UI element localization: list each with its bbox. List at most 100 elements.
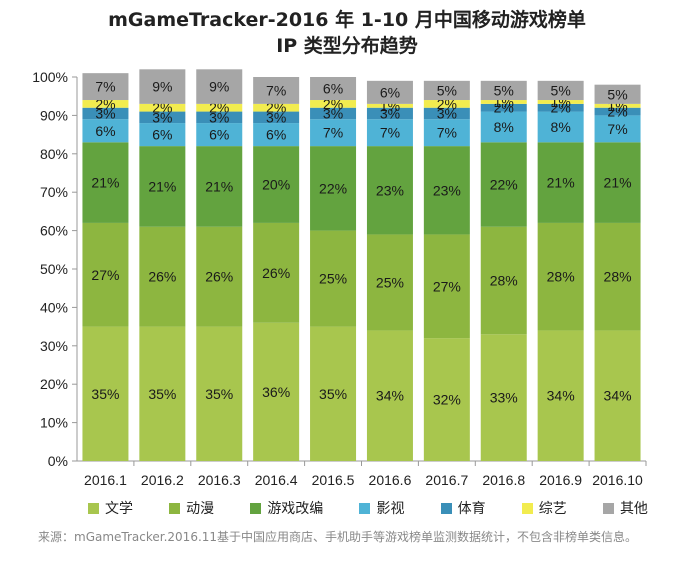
legend-swatch [169, 502, 181, 514]
x-tick-label: 2016.4 [255, 472, 298, 488]
data-label: 34% [376, 388, 404, 404]
y-tick-label: 20% [40, 376, 68, 392]
legend-label: 其他 [619, 501, 648, 517]
bar-segment [196, 111, 243, 124]
legend-label: 综艺 [538, 501, 567, 517]
bar-segment [82, 222, 129, 327]
bar-segment [480, 226, 527, 335]
y-tick-label: 70% [40, 184, 68, 200]
data-label: 25% [319, 271, 347, 287]
bar-segment [480, 142, 527, 227]
bar-segment [196, 69, 243, 104]
bar-segment [196, 123, 243, 147]
data-label: 5% [607, 86, 627, 102]
bar-segment [480, 103, 527, 112]
data-label: 7% [95, 79, 115, 95]
data-label: 36% [262, 384, 290, 400]
data-label: 3% [266, 109, 286, 125]
x-tick-label: 2016.6 [369, 472, 412, 488]
data-label: 21% [91, 175, 119, 191]
bar-segment [480, 111, 527, 143]
bar-segment [253, 77, 300, 104]
data-label: 6% [380, 84, 400, 100]
bar-segment [537, 111, 584, 143]
data-label: 3% [437, 105, 457, 121]
chart-title: mGameTracker-2016 年 1-10 月中国移动游戏榜单 [108, 9, 586, 31]
data-label: 33% [490, 390, 518, 406]
legend-item: 影视 [359, 498, 404, 518]
bar-segment [480, 80, 527, 101]
data-label: 21% [205, 178, 233, 194]
data-label: 21% [148, 178, 176, 194]
bar-segment [366, 234, 413, 331]
data-label: 5% [494, 82, 514, 98]
data-label: 8% [551, 119, 571, 135]
bar-segment [253, 222, 300, 323]
bar-segment [310, 100, 357, 108]
y-tick-label: 10% [40, 415, 68, 431]
data-label: 3% [380, 105, 400, 121]
bar-segment [196, 226, 243, 327]
data-label: 26% [148, 269, 176, 285]
bar-segment [423, 100, 470, 108]
bar-segment [537, 330, 584, 461]
bar-segment [537, 222, 584, 331]
data-label: 23% [433, 182, 461, 198]
data-label: 7% [437, 125, 457, 141]
bar-segment [366, 119, 413, 147]
bar-segment [366, 103, 413, 108]
bar-segment [139, 326, 186, 461]
legend-swatch [521, 502, 533, 514]
bar-segment [366, 330, 413, 461]
bar-segment [139, 146, 186, 227]
data-label: 3% [209, 109, 229, 125]
data-label: 5% [551, 82, 571, 98]
x-tick-label: 2016.5 [312, 472, 355, 488]
bar-segment [423, 338, 470, 461]
bar-segment [366, 146, 413, 235]
data-label: 27% [91, 267, 119, 283]
bar-segment [423, 146, 470, 235]
bar-segment [253, 146, 300, 223]
legend-label: 动漫 [186, 501, 215, 517]
data-label: 7% [607, 121, 627, 137]
bar-segment [366, 80, 413, 104]
data-label: 3% [323, 105, 343, 121]
data-label: 34% [547, 388, 575, 404]
bar-segment [82, 119, 129, 143]
data-label: 9% [152, 79, 172, 95]
data-label: 6% [209, 127, 229, 143]
data-label: 28% [490, 273, 518, 289]
data-label: 7% [266, 82, 286, 98]
bar-segment [423, 107, 470, 120]
y-tick-label: 0% [48, 453, 68, 469]
x-tick-label: 2016.7 [425, 472, 468, 488]
data-label: 6% [152, 127, 172, 143]
y-tick-label: 100% [32, 69, 68, 85]
data-label: 25% [376, 274, 404, 290]
bar-segment [594, 142, 641, 223]
x-tick-label: 2016.2 [141, 472, 184, 488]
data-label: 26% [262, 265, 290, 281]
data-label: 35% [319, 386, 347, 402]
x-tick-label: 2016.8 [482, 472, 525, 488]
legend-swatch [602, 502, 614, 514]
bar-segment [310, 77, 357, 101]
bar-segment [196, 146, 243, 227]
legend-swatch [250, 502, 262, 514]
legend-item: 文学 [88, 498, 133, 518]
bar-segment [253, 111, 300, 124]
data-label: 23% [376, 182, 404, 198]
data-label: 3% [95, 105, 115, 121]
bar-segment [310, 230, 357, 327]
data-label: 21% [604, 175, 632, 191]
chart-subtitle: IP 类型分布趋势 [276, 35, 418, 57]
x-tick-label: 2016.3 [198, 472, 241, 488]
y-tick-label: 40% [40, 299, 68, 315]
bar-segment [366, 107, 413, 120]
legend-label: 体育 [457, 501, 486, 517]
data-label: 22% [490, 177, 518, 193]
data-label: 28% [547, 269, 575, 285]
x-tick-label: 2016.10 [592, 472, 643, 488]
x-tick-label: 2016.9 [539, 472, 582, 488]
